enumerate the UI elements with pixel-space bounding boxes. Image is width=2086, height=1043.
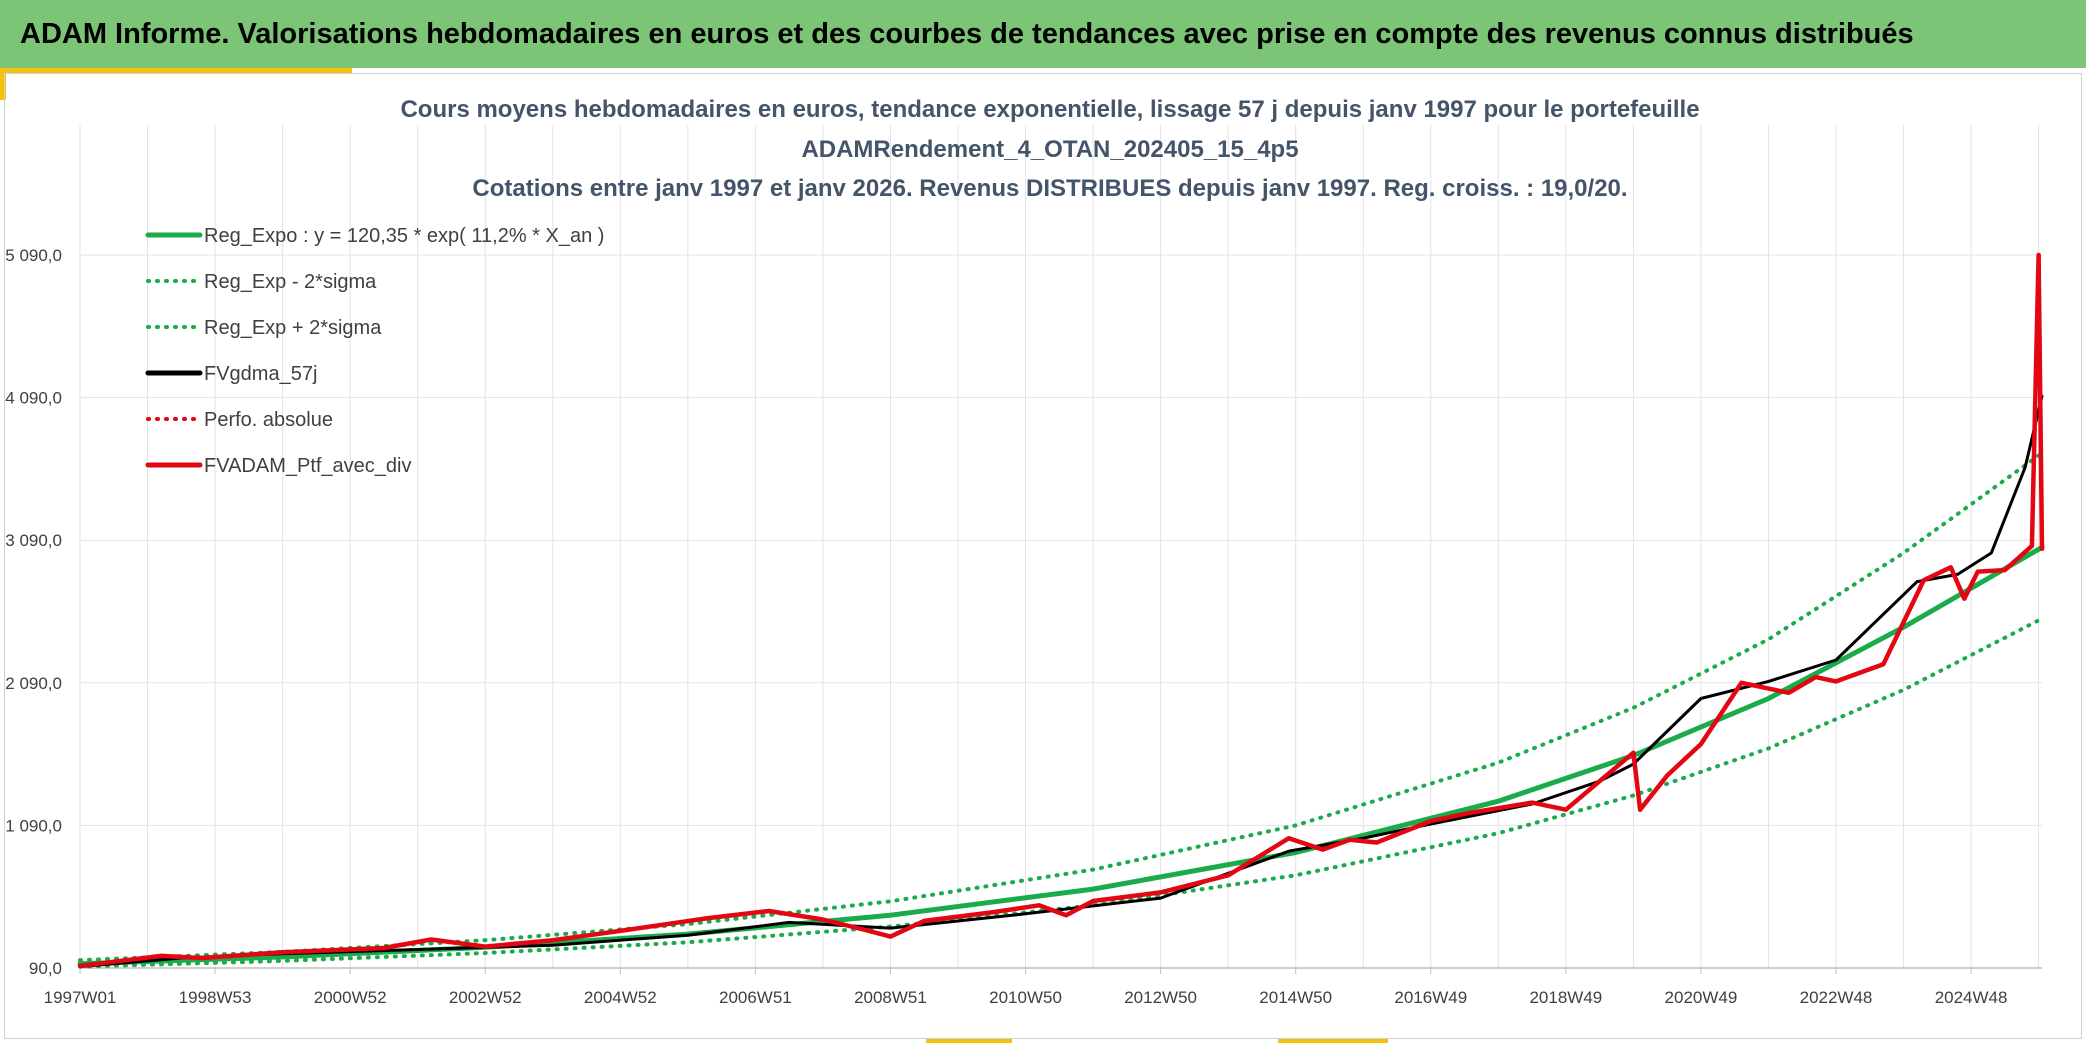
chart-title-line-2: ADAMRendement_4_OTAN_202405_15_4p5 — [801, 136, 1298, 163]
gridlines — [79, 125, 2042, 969]
x-tick-label-0: 1997W01 — [44, 988, 117, 1007]
series-line-0 — [77, 544, 2045, 967]
y-tick-label-3: 3 090,0 — [5, 531, 62, 550]
x-tick-label-1: 1998W53 — [179, 988, 252, 1007]
x-tick-label-12: 2020W49 — [1665, 988, 1738, 1007]
legend-label-0: Reg_Expo : y = 120,35 * exp( 11,2% * X_a… — [204, 225, 604, 247]
y-tick-label-2: 2 090,0 — [5, 674, 62, 693]
legend-label-4: Perfo. absolue — [204, 409, 333, 431]
x-tick-label-14: 2024W48 — [1935, 988, 2008, 1007]
legend-label-3: FVgdma_57j — [204, 363, 317, 385]
bottom-accent-left — [926, 1039, 1012, 1043]
chart-title-line-1: Cours moyens hebdomadaires en euros, ten… — [400, 96, 1699, 123]
y-tick-label-5: 5 090,0 — [5, 246, 62, 265]
page-title: ADAM Informe. Valorisations hebdomadaire… — [20, 18, 1914, 50]
x-tick-label-13: 2022W48 — [1800, 988, 1873, 1007]
series-line-1 — [78, 616, 2044, 969]
y-tick-label-1: 1 090,0 — [5, 816, 62, 835]
chart-title-line-3: Cotations entre janv 1997 et janv 2026. … — [472, 175, 1627, 202]
header-bar: ADAM Informe. Valorisations hebdomadaire… — [0, 0, 2086, 68]
accent-stub — [0, 68, 6, 100]
series-lines — [77, 252, 2045, 969]
y-tick-label-0: 90,0 — [29, 959, 62, 978]
series-line-4 — [77, 252, 2045, 969]
x-tick-label-11: 2018W49 — [1529, 988, 1602, 1007]
accent-bar — [0, 68, 352, 73]
x-tick-label-8: 2012W50 — [1124, 988, 1197, 1007]
legend-label-1: Reg_Exp - 2*sigma — [204, 271, 377, 293]
legend: Reg_Expo : y = 120,35 * exp( 11,2% * X_a… — [145, 225, 604, 477]
x-tick-label-4: 2004W52 — [584, 988, 657, 1007]
x-tick-label-3: 2002W52 — [449, 988, 522, 1007]
axes: 90,0 1 090,0 2 090,0 3 090,0 4 090,0 5 090,0 1… — [5, 246, 2042, 1007]
x-tick-label-2: 2000W52 — [314, 988, 387, 1007]
x-tick-label-10: 2016W49 — [1394, 988, 1467, 1007]
chart-frame — [4, 73, 2082, 1039]
series-line-3 — [78, 394, 2044, 969]
x-tick-label-9: 2014W50 — [1259, 988, 1332, 1007]
x-tick-label-7: 2010W50 — [989, 988, 1062, 1007]
bottom-accent-right — [1278, 1039, 1388, 1043]
chart-title: Cours moyens hebdomadaires en euros, ten… — [400, 96, 1699, 202]
legend-label-5: FVADAM_Ptf_avec_div — [204, 455, 412, 477]
legend-label-2: Reg_Exp + 2*sigma — [204, 317, 382, 339]
y-tick-label-4: 4 090,0 — [5, 389, 62, 408]
x-tick-label-6: 2008W51 — [854, 988, 927, 1007]
x-tick-label-5: 2006W51 — [719, 988, 792, 1007]
